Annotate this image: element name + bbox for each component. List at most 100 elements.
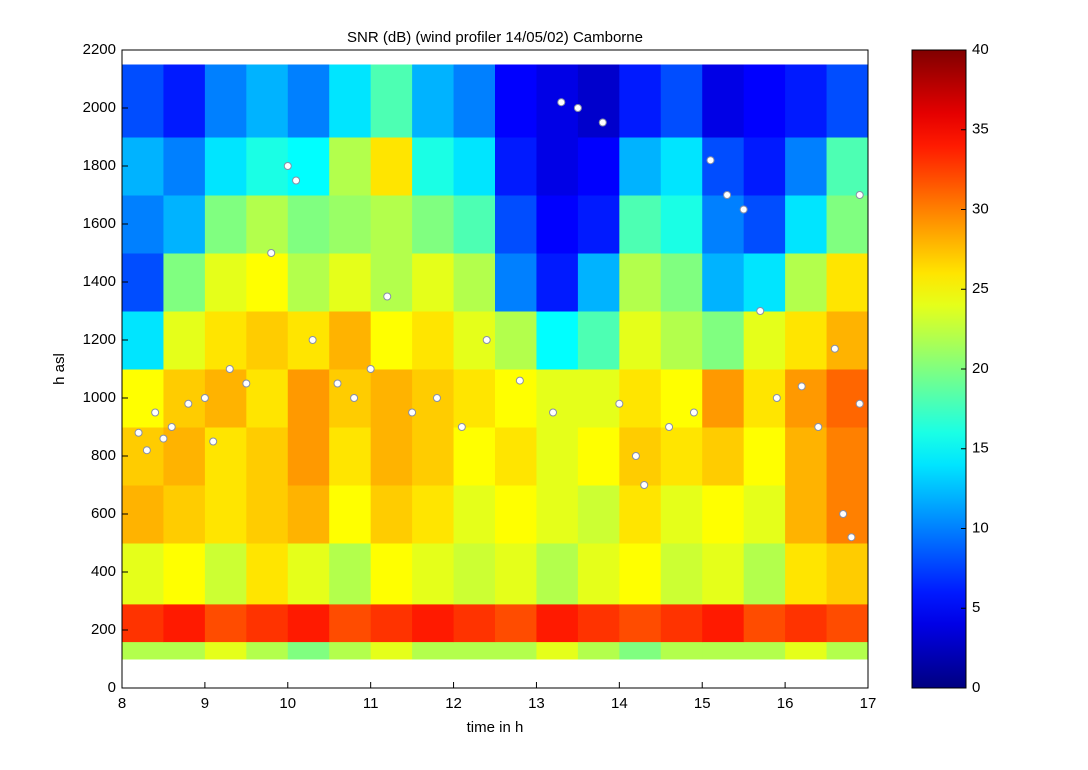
heatmap-cell [412, 543, 455, 605]
heatmap-cell [370, 427, 413, 486]
heatmap-cell [619, 195, 662, 254]
heatmap-cell [163, 427, 206, 486]
scatter-point [739, 205, 748, 214]
heatmap-cell [495, 641, 537, 660]
heatmap-cell [702, 427, 745, 486]
heatmap-cell [412, 195, 455, 254]
heatmap-cell [660, 64, 703, 138]
colorbar-tick-label: 10 [972, 519, 989, 536]
x-tick-label: 11 [363, 695, 379, 712]
heatmap-cell [370, 311, 413, 370]
heatmap-cell [702, 253, 745, 312]
scatter-point [366, 365, 375, 373]
heatmap-cell [577, 427, 620, 486]
heatmap-cell [577, 253, 620, 312]
scatter-point [432, 394, 441, 402]
heatmap-cell [495, 369, 537, 428]
heatmap-cell [163, 603, 206, 643]
scatter-point [706, 156, 715, 165]
heatmap-cell [246, 603, 289, 643]
heatmap-cell [660, 253, 703, 312]
scatter-point [756, 307, 765, 315]
scatter-point [515, 376, 524, 385]
heatmap-cell [619, 603, 662, 643]
heatmap-cell [163, 641, 206, 660]
scatter-point [242, 379, 251, 388]
heatmap-cell [122, 64, 164, 138]
heatmap-cell [743, 427, 786, 486]
scatter-point [350, 394, 359, 402]
heatmap-cell [246, 543, 289, 605]
heatmap-cell [287, 195, 330, 254]
heatmap-cell [702, 543, 745, 605]
heatmap-cell [536, 195, 579, 254]
heatmap-cell [785, 253, 828, 312]
heatmap-cell [619, 311, 662, 370]
heatmap-cell [536, 311, 579, 370]
scatter-point [549, 408, 558, 417]
scatter-point [598, 118, 607, 127]
y-tick-label: 400 [91, 563, 116, 580]
scatter-point [292, 176, 301, 185]
heatmap-cell [826, 543, 869, 605]
colorbar-tick-label: 15 [972, 440, 989, 457]
x-tick-label: 17 [860, 695, 877, 712]
heatmap-cell [122, 543, 164, 605]
heatmap-cell [826, 485, 869, 544]
x-tick-label: 13 [528, 695, 545, 712]
heatmap-cell [536, 641, 579, 660]
scatter-point [855, 191, 864, 199]
scatter-point [797, 382, 806, 391]
scatter-point [225, 365, 234, 373]
scatter-point [267, 249, 276, 257]
scatter-point [184, 399, 193, 408]
heatmap-cell [702, 369, 745, 428]
heatmap-cell [453, 253, 496, 312]
heatmap-cell [619, 369, 662, 428]
scatter-point [333, 379, 342, 388]
heatmap-cell [204, 641, 247, 660]
heatmap-cell [163, 369, 206, 428]
heatmap-cell [204, 253, 247, 312]
heatmap-cell [743, 137, 786, 196]
heatmap-cell [619, 641, 662, 660]
heatmap-cell [826, 603, 869, 643]
heatmap-cell [329, 311, 372, 370]
heatmap-cell [826, 64, 869, 138]
heatmap-cell [577, 311, 620, 370]
scatter-point [615, 399, 624, 408]
scatter-point [482, 336, 491, 344]
heatmap-cell [329, 427, 372, 486]
heatmap-cell [453, 427, 496, 486]
colorbar-tick-label: 25 [972, 280, 989, 297]
heatmap-cell [370, 253, 413, 312]
colorbar [911, 49, 967, 689]
heatmap-cell [660, 311, 703, 370]
heatmap-cell [495, 603, 537, 643]
heatmap-cell [287, 253, 330, 312]
heatmap-cell [453, 195, 496, 254]
heatmap-cell [660, 603, 703, 643]
heatmap-cell [246, 195, 289, 254]
heatmap-cell [702, 603, 745, 643]
x-tick-label: 14 [611, 695, 628, 712]
heatmap-cell [619, 64, 662, 138]
scatter-point [308, 336, 317, 344]
heatmap-cell [246, 253, 289, 312]
scatter-point [408, 408, 417, 417]
scatter-point [839, 510, 848, 518]
heatmap-cell [287, 137, 330, 196]
heatmap-cell [204, 64, 247, 138]
heatmap-cell [743, 64, 786, 138]
heatmap-cell [536, 64, 579, 138]
scatter-point [631, 452, 640, 460]
heatmap-cell [370, 137, 413, 196]
heatmap-cell [702, 485, 745, 544]
heatmap-cell [412, 485, 455, 544]
y-tick-label: 0 [108, 679, 116, 696]
heatmap-cell [495, 427, 537, 486]
colorbar-tick-label: 35 [972, 121, 989, 138]
heatmap-cell [412, 641, 455, 660]
heatmap-cell [743, 641, 786, 660]
